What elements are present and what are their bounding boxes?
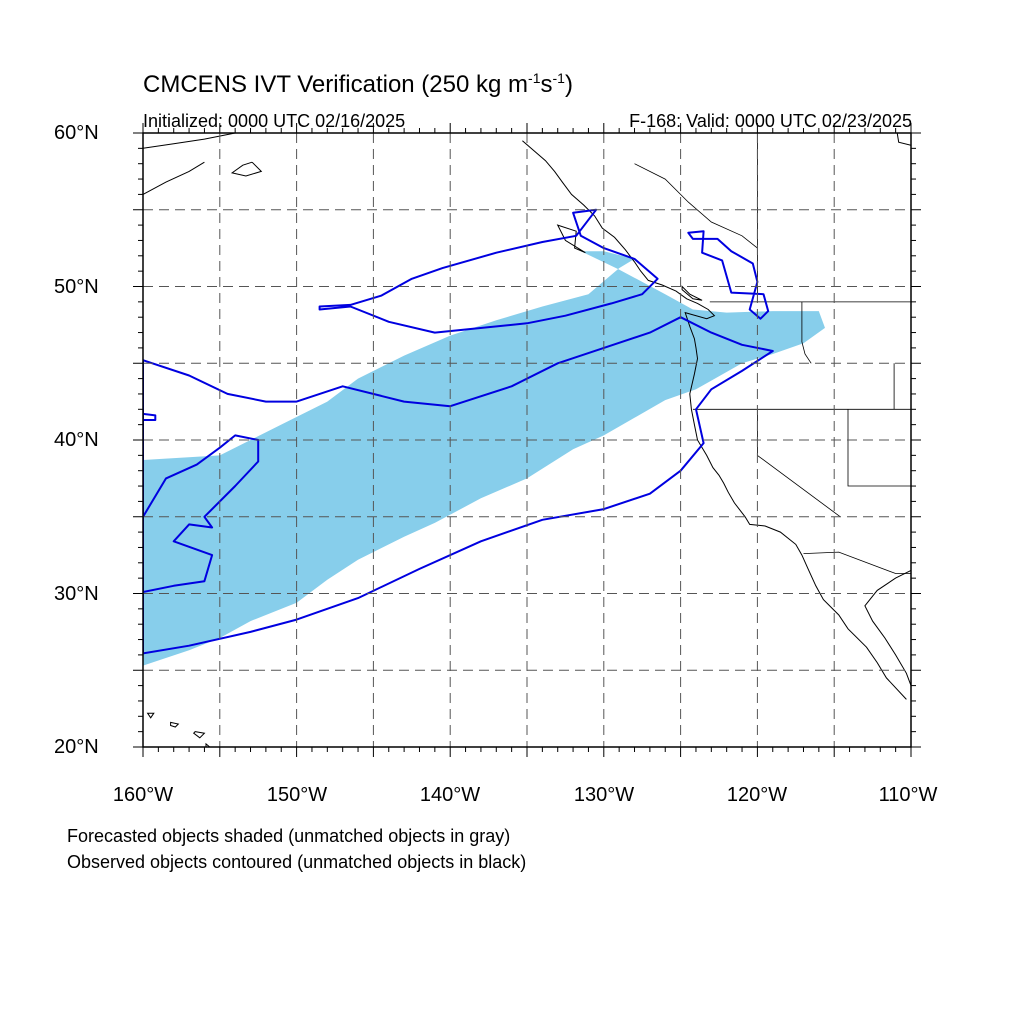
political-border bbox=[757, 409, 841, 518]
init-time-label: Initialized: 0000 UTC 02/16/2025 bbox=[143, 111, 406, 131]
forecast-legend-note: Forecasted objects shaded (unmatched obj… bbox=[67, 826, 511, 846]
observed-ivt-contour bbox=[687, 230, 770, 320]
gridline-layer bbox=[143, 133, 911, 747]
island-outline bbox=[205, 742, 211, 747]
observed-ivt-contour bbox=[318, 208, 659, 334]
political-border bbox=[803, 551, 911, 574]
lon-label-130w: 130°W bbox=[573, 784, 635, 806]
coastline bbox=[522, 140, 907, 700]
map-frame bbox=[142, 132, 912, 748]
island-outline bbox=[170, 721, 180, 728]
political-border bbox=[634, 163, 758, 249]
coastline bbox=[864, 570, 911, 686]
lat-label-50n: 50°N bbox=[54, 276, 99, 298]
political-border bbox=[847, 409, 911, 487]
island-outline bbox=[146, 712, 155, 719]
political-border bbox=[801, 301, 812, 364]
lon-label-120w: 120°W bbox=[726, 784, 788, 806]
island-outline bbox=[681, 285, 703, 301]
axis-tick-layer bbox=[133, 123, 921, 757]
lat-label-20n: 20°N bbox=[54, 736, 99, 758]
lat-label-60n: 60°N bbox=[54, 122, 99, 144]
coastline bbox=[143, 161, 205, 195]
island-outline bbox=[192, 731, 206, 739]
lat-label-40n: 40°N bbox=[54, 429, 99, 451]
lon-label-150w: 150°W bbox=[266, 784, 328, 806]
forecast-ivt-object bbox=[143, 251, 825, 666]
lat-label-30n: 30°N bbox=[54, 583, 99, 605]
lon-label-110w: 110°W bbox=[878, 784, 938, 806]
map-title: CMCENS IVT Verification (250 kg m-1s-1) bbox=[143, 70, 573, 98]
valid-time-label: F-168: Valid: 0000 UTC 02/23/2025 bbox=[629, 111, 912, 131]
observed-object-layer bbox=[143, 208, 774, 655]
lon-label-160w: 160°W bbox=[112, 784, 174, 806]
forecast-object-layer bbox=[143, 251, 825, 666]
coastline bbox=[896, 133, 911, 146]
lon-label-140w: 140°W bbox=[419, 784, 481, 806]
coastline bbox=[143, 133, 236, 149]
observed-ivt-contour bbox=[143, 434, 260, 593]
observed-ivt-contour bbox=[143, 412, 157, 421]
coastline bbox=[230, 161, 263, 177]
observed-legend-note: Observed objects contoured (unmatched ob… bbox=[67, 852, 527, 872]
